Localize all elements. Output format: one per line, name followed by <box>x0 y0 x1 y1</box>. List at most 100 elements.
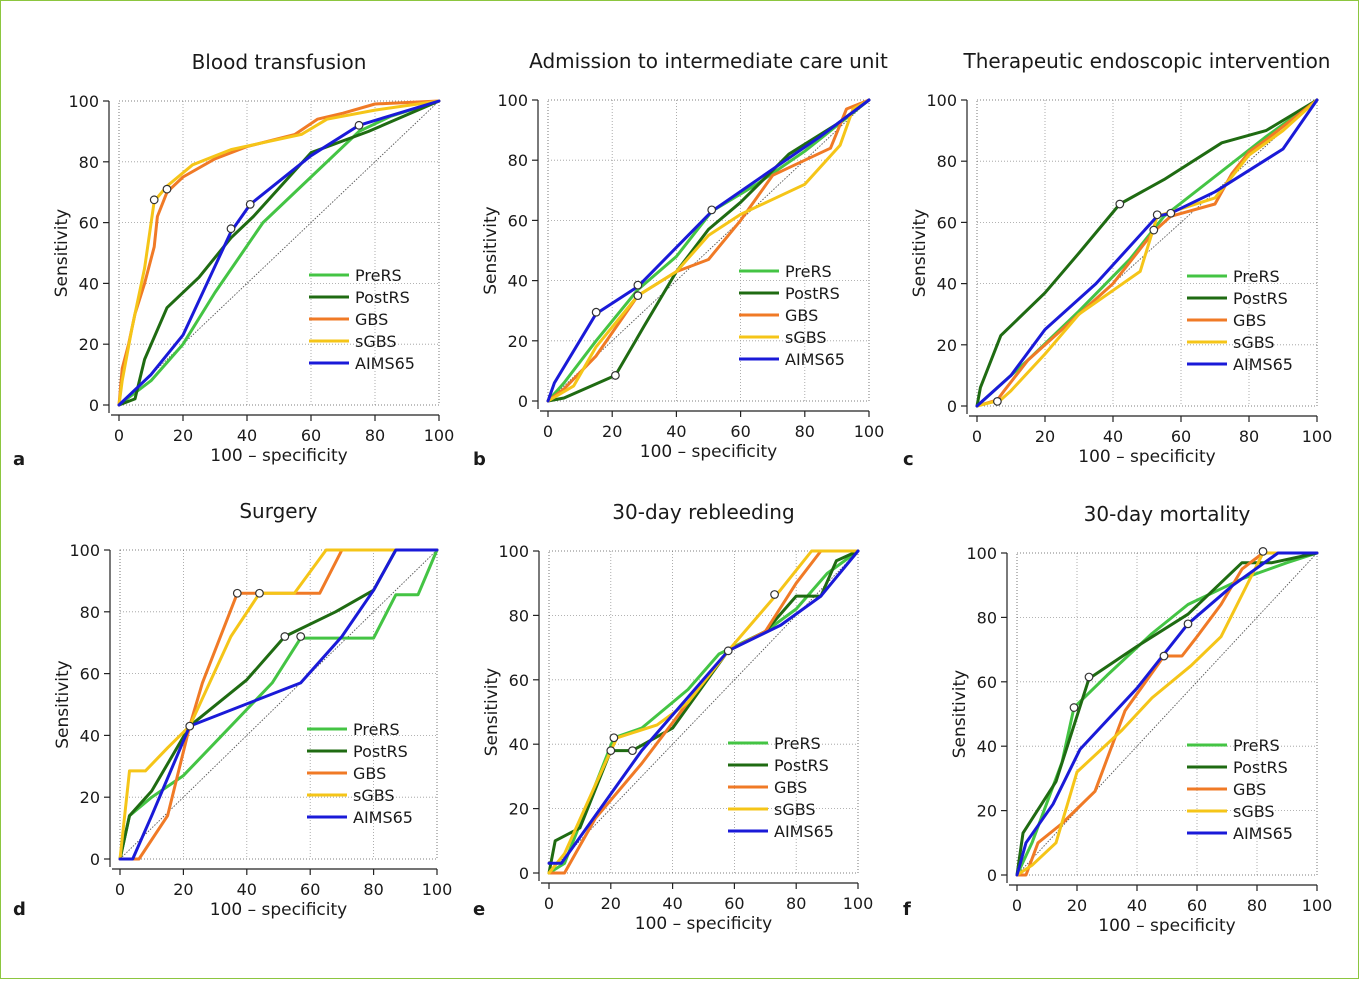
x-tick-label: 80 <box>795 422 815 441</box>
cutoff-marker-aims65 <box>1183 619 1193 629</box>
legend-label-postrs: PostRS <box>785 284 840 303</box>
x-tick-label: 20 <box>602 422 622 441</box>
plot-area <box>118 100 440 406</box>
x-tick-label: 0 <box>972 427 982 446</box>
legend-label-postrs: PostRS <box>1233 289 1288 308</box>
legend-label-aims65: AIMS65 <box>774 822 834 841</box>
y-tick-label: 0 <box>947 397 957 416</box>
plot-area <box>119 549 438 860</box>
cutoff-marker-sgbs <box>606 746 616 756</box>
x-tick-label: 0 <box>1012 896 1022 915</box>
legend-label-aims65: AIMS65 <box>353 808 413 827</box>
series-line-gbs <box>546 98 871 403</box>
cutoff-marker-gbs <box>162 184 172 194</box>
legend-label-sgbs: sGBS <box>355 332 397 351</box>
legend-label-prers: PreRS <box>1233 267 1280 286</box>
x-axis-label: 100 – specificity <box>1098 916 1235 936</box>
x-tick-label: 40 <box>1127 896 1147 915</box>
x-tick-label: 40 <box>666 422 686 441</box>
x-tick-label: 100 <box>843 894 874 913</box>
panel-letter: f <box>903 899 911 920</box>
cutoff-marker <box>633 280 643 290</box>
y-tick-label: 0 <box>987 866 997 885</box>
cutoff-marker <box>770 590 779 599</box>
cutoff-marker-sgbs <box>1258 546 1268 556</box>
cutoff-marker <box>591 307 601 317</box>
series-line-sgbs <box>1015 551 1319 877</box>
x-axis-label: 100 – specificity <box>640 442 777 462</box>
cutoff-marker-gbs <box>1149 225 1159 235</box>
y-tick-label: 60 <box>509 671 529 690</box>
legend-label-gbs: GBS <box>1233 311 1266 330</box>
legend-label-postrs: PostRS <box>355 288 410 307</box>
panel-title: 30-day mortality <box>1084 502 1251 526</box>
legend-label-postrs: PostRS <box>774 756 829 775</box>
x-tick-label: 0 <box>543 422 553 441</box>
x-tick-label: 100 <box>424 426 455 445</box>
legend-label-aims65: AIMS65 <box>1233 824 1293 843</box>
legend-label-prers: PreRS <box>353 720 400 739</box>
legend-label-aims65: AIMS65 <box>1233 355 1293 374</box>
cutoff-marker-gbs <box>1159 651 1169 661</box>
x-tick-label: 40 <box>237 880 257 899</box>
reference-diagonal <box>548 550 859 874</box>
y-tick-label: 40 <box>80 726 100 745</box>
cutoff-marker <box>1166 208 1176 218</box>
cutoff-marker <box>354 120 364 130</box>
x-tick-label: 0 <box>115 880 125 899</box>
y-tick-label: 60 <box>80 665 100 684</box>
y-tick-label: 60 <box>79 214 99 233</box>
y-tick-label: 20 <box>509 800 529 819</box>
x-axis-label: 100 – specificity <box>635 914 772 934</box>
cutoff-marker <box>226 224 236 234</box>
series-line-sgbs <box>975 98 1319 408</box>
legend-label-sgbs: sGBS <box>785 328 827 347</box>
panel-title: 30-day rebleeding <box>612 500 794 524</box>
y-axis-label: Sensitivity <box>481 206 501 295</box>
legend-label-gbs: GBS <box>1233 780 1266 799</box>
y-axis-label: Sensitivity <box>910 209 930 298</box>
x-tick-label: 60 <box>301 426 321 445</box>
cutoff-marker-sgbs <box>149 195 159 205</box>
series-line-aims65 <box>117 99 441 407</box>
x-tick-label: 100 <box>1302 896 1333 915</box>
x-tick-label: 40 <box>1103 427 1123 446</box>
y-tick-label: 80 <box>79 153 99 172</box>
plot-area <box>976 99 1318 407</box>
cutoff-marker <box>609 733 619 743</box>
x-tick-label: 60 <box>300 880 320 899</box>
legend-label-aims65: AIMS65 <box>785 350 845 369</box>
y-axis-label: Sensitivity <box>53 660 73 749</box>
legend-label-sgbs: sGBS <box>1233 333 1275 352</box>
y-tick-label: 40 <box>508 272 528 291</box>
legend-label-aims65: AIMS65 <box>355 354 415 373</box>
panel-letter: e <box>473 899 485 920</box>
cutoff-marker-gbs <box>232 588 242 598</box>
cutoff-marker-sgbs <box>993 397 1002 406</box>
cutoff-marker-aims65 <box>1152 210 1162 220</box>
y-tick-label: 80 <box>937 152 957 171</box>
cutoff-marker-postrs <box>1115 199 1125 209</box>
y-tick-label: 80 <box>509 606 529 625</box>
series-line-aims65 <box>546 98 871 403</box>
panel-title: Therapeutic endoscopic intervention <box>962 49 1330 73</box>
panel-title: Blood transfusion <box>192 50 367 74</box>
y-tick-label: 0 <box>518 392 528 411</box>
y-tick-label: 100 <box>926 91 957 110</box>
legend-label-prers: PreRS <box>1233 736 1280 755</box>
cutoff-marker-aims65 <box>707 205 717 215</box>
legend-label-gbs: GBS <box>353 764 386 783</box>
cutoff-marker-sgbs <box>633 291 643 301</box>
y-tick-label: 100 <box>498 542 529 561</box>
legend-label-gbs: GBS <box>774 778 807 797</box>
panel-title: Admission to intermediate care unit <box>529 49 888 73</box>
series-line-prers <box>118 548 439 861</box>
x-tick-label: 60 <box>724 894 744 913</box>
cutoff-marker-aims65 <box>185 721 195 731</box>
x-tick-label: 80 <box>363 880 383 899</box>
x-tick-label: 100 <box>422 880 453 899</box>
plot-area <box>548 550 859 874</box>
